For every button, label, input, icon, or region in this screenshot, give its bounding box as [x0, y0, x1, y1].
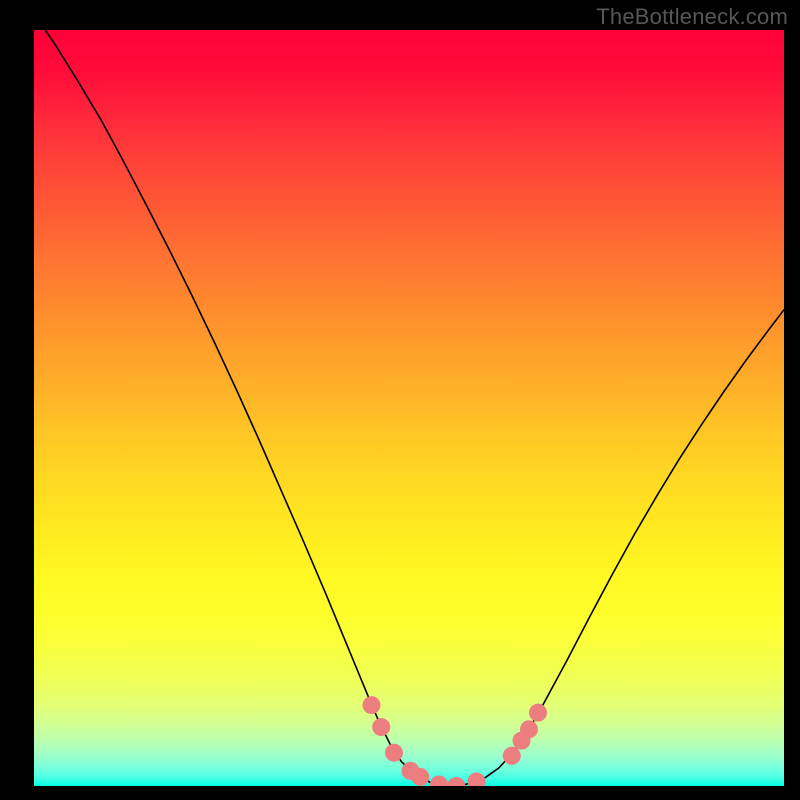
data-marker — [372, 718, 390, 736]
data-marker — [520, 720, 538, 738]
chart-svg — [34, 30, 784, 786]
bottleneck-curve — [45, 30, 784, 786]
data-marker — [447, 777, 465, 786]
data-marker — [385, 744, 403, 762]
watermark-text: TheBottleneck.com — [596, 4, 788, 30]
data-marker — [529, 704, 547, 722]
plot-area — [34, 30, 784, 786]
data-marker — [503, 747, 521, 765]
data-marker — [363, 696, 381, 714]
data-marker — [430, 775, 448, 786]
data-marker — [411, 768, 429, 786]
data-marker — [468, 772, 486, 786]
